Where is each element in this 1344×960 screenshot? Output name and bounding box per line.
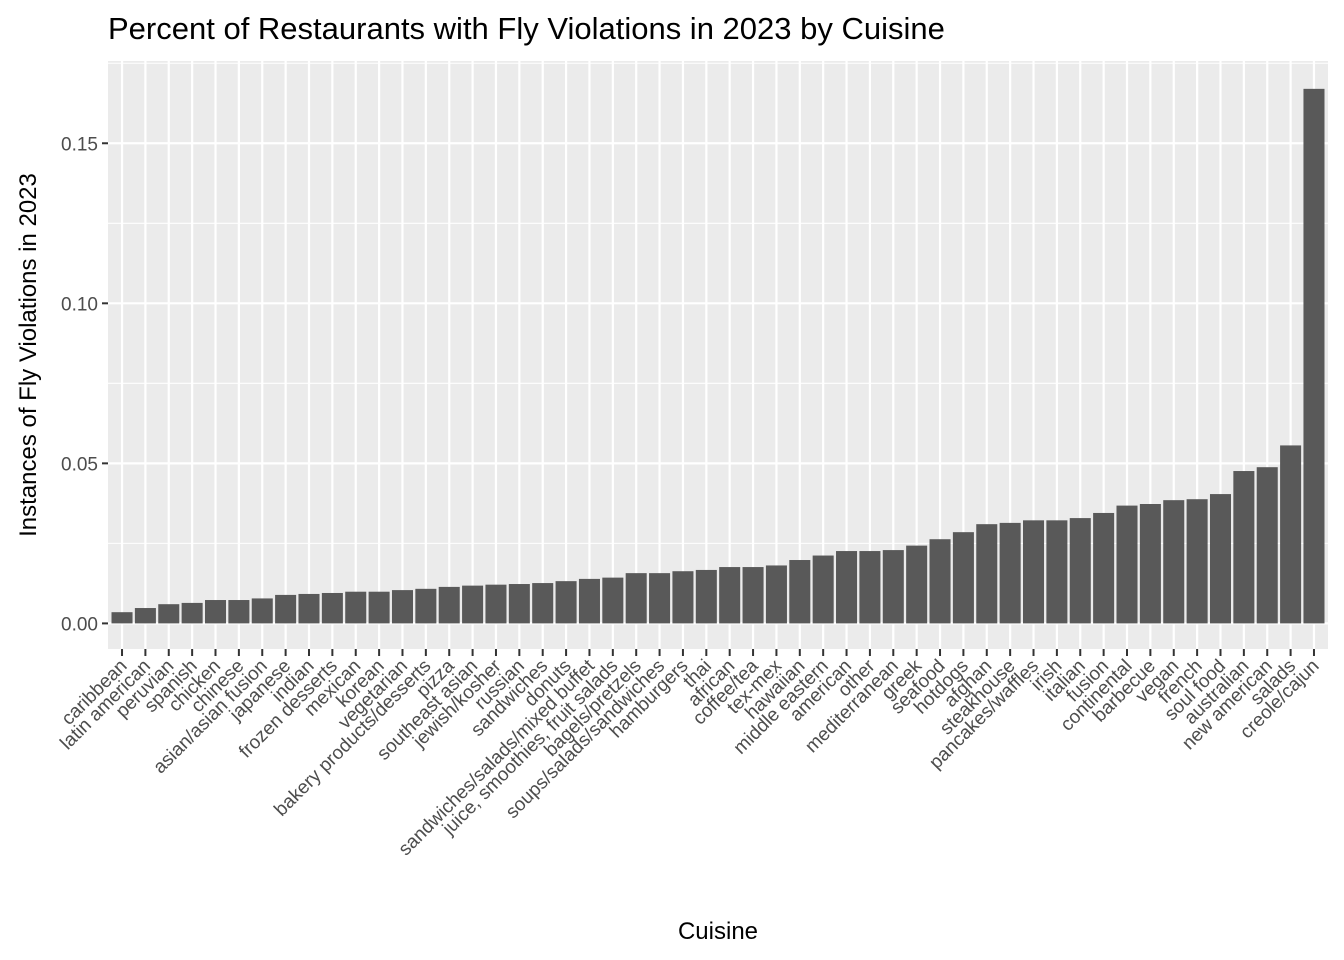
bar-tex-mex	[765, 565, 787, 624]
bar-new-american	[1256, 467, 1278, 624]
bar-bakery-products-desserts	[415, 588, 437, 624]
y-axis-title: Instances of Fly Violations in 2023	[15, 173, 42, 537]
bar-pizza	[438, 586, 460, 624]
bar-mediterranean	[882, 550, 904, 624]
bar-continental	[1116, 505, 1138, 624]
y-tick-label: 0.10	[61, 294, 98, 315]
bar-thai	[695, 569, 717, 624]
bar-salads	[1280, 445, 1302, 624]
bar-hawaiian	[789, 560, 811, 624]
bar-american	[836, 551, 858, 624]
bar-barbecue	[1139, 504, 1161, 624]
bar-jewish-kosher	[485, 584, 507, 624]
bar-chinese	[228, 600, 250, 624]
bar-hotdogs	[952, 532, 974, 624]
bar-peruvian	[158, 604, 180, 624]
bar-coffee-tea	[742, 567, 764, 624]
y-axis: 0.00 0.05 0.10 0.15	[61, 134, 108, 635]
bar-korean	[368, 591, 390, 624]
bar-hamburgers	[672, 571, 694, 624]
bar-african	[719, 567, 741, 624]
bar-australian	[1233, 471, 1255, 624]
bar-pancakes-waffles	[1023, 520, 1045, 624]
bar-italian	[1069, 518, 1091, 624]
bar-asian-asian-fusion	[251, 598, 273, 624]
bar-mexican	[345, 591, 367, 624]
bar-soul-food	[1209, 494, 1232, 624]
bar-latin-american	[134, 608, 156, 624]
bar-caribbean	[111, 612, 133, 624]
bar-french	[1186, 499, 1208, 624]
bar-indian	[298, 593, 320, 624]
bar-sandwiches-salads-mixed-buffet	[578, 578, 600, 624]
bar-irish	[1046, 520, 1068, 624]
bar-greek	[906, 545, 928, 624]
bars-group	[111, 88, 1325, 624]
bar-vegetarian	[391, 590, 413, 624]
x-axis-title: Cuisine	[678, 918, 758, 945]
bar-russian	[508, 584, 530, 624]
y-tick-label: 0.00	[61, 614, 98, 635]
bar-chicken	[204, 600, 227, 624]
bar-soups-salads-sandwiches	[649, 573, 671, 624]
bar-donuts	[555, 581, 577, 624]
bar-other	[859, 551, 881, 624]
bar-vegan	[1163, 500, 1185, 624]
bar-bagels-pretzels	[625, 573, 647, 624]
bar-fusion	[1093, 512, 1115, 624]
bar-creole-cajun	[1303, 88, 1325, 624]
y-tick-label: 0.05	[61, 454, 98, 475]
y-tick-label: 0.15	[61, 134, 98, 155]
bar-sandwiches	[532, 583, 554, 624]
bar-japanese	[275, 594, 297, 624]
bar-frozen-desserts	[321, 592, 343, 624]
bar-seafood	[929, 539, 951, 624]
bar-southeast-asian	[462, 585, 484, 624]
bar-spanish	[181, 602, 203, 624]
bar-steakhouse	[999, 522, 1021, 624]
bar-juice-smoothies-fruit-salads	[602, 577, 624, 624]
bar-afghan	[976, 524, 998, 624]
bar-middle-eastern	[812, 555, 834, 624]
chart-title: Percent of Restaurants with Fly Violatio…	[108, 11, 945, 46]
